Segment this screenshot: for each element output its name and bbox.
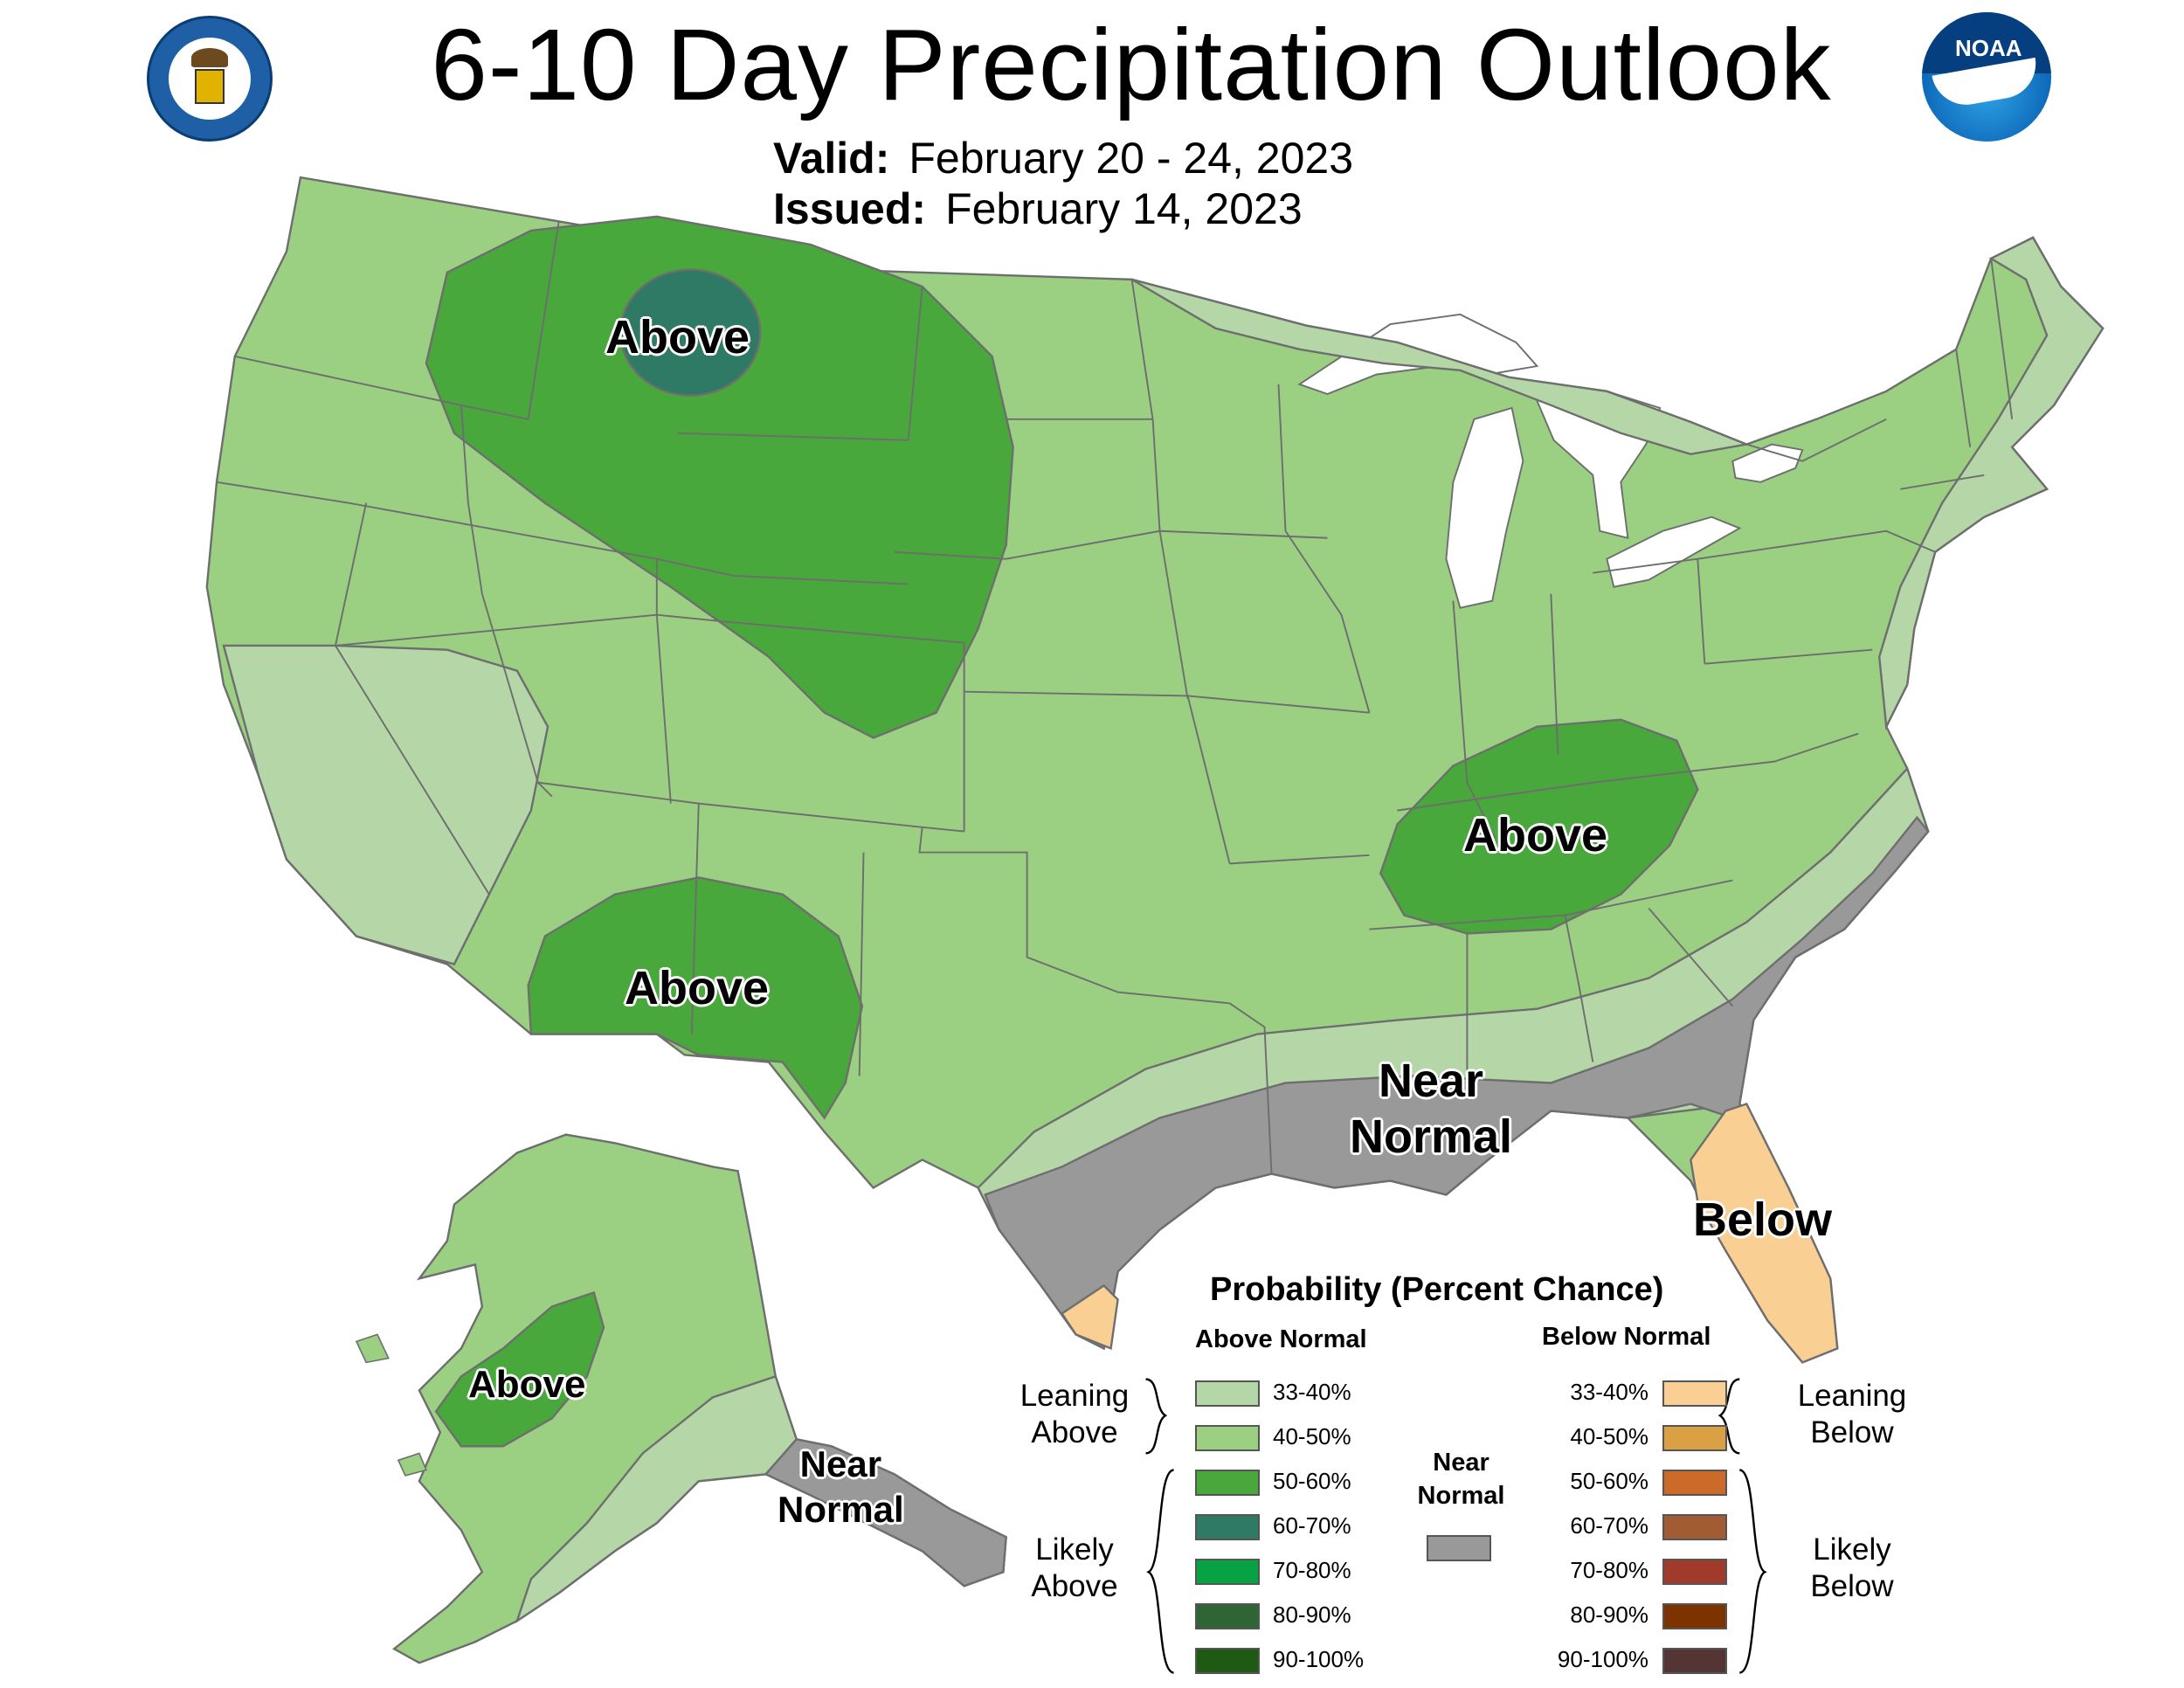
legend-above-swatch-6	[1195, 1603, 1260, 1629]
label-near-normal-gulf-2: Normal	[1350, 1109, 1512, 1165]
label-above-ohio-valley: Above	[1463, 808, 1607, 862]
legend-below-swatch-3	[1662, 1470, 1727, 1496]
legend-above-label-1: 33-40%	[1273, 1379, 1351, 1406]
legend-near-normal-2: Normal	[1398, 1479, 1524, 1512]
legend-below-swatch-7	[1662, 1648, 1727, 1674]
legend-below-swatch-1	[1662, 1380, 1727, 1407]
label-near-normal-alaska-2: Normal	[778, 1487, 904, 1532]
legend-above-label-4: 60-70%	[1273, 1512, 1351, 1539]
legend-likely-above-1: Likely	[1005, 1532, 1144, 1568]
label-near-normal-gulf: Near Normal	[1350, 1053, 1512, 1165]
legend-above-swatch-7	[1195, 1648, 1260, 1674]
legend-above-swatch-2	[1195, 1425, 1260, 1451]
legend-above-swatch-4	[1195, 1514, 1260, 1540]
legend-above-label-5: 70-80%	[1273, 1557, 1351, 1584]
legend-likely-below-1: Likely	[1782, 1532, 1922, 1568]
legend-near-normal-swatch	[1427, 1535, 1491, 1561]
legend-above-label-7: 90-100%	[1273, 1646, 1364, 1673]
label-above-alaska: Above	[468, 1363, 585, 1407]
legend-below-label-4: 60-70%	[1542, 1512, 1648, 1539]
legend-below-label-1: 33-40%	[1542, 1379, 1648, 1406]
legend-above-header: Above Normal	[1195, 1325, 1367, 1354]
legend-likely-below: Likely Below	[1782, 1532, 1922, 1605]
label-above-southwest: Above	[625, 961, 769, 1015]
issued-label: Issued:	[773, 184, 926, 233]
legend-below-label-3: 50-60%	[1542, 1468, 1648, 1495]
legend-title: Probability (Percent Chance)	[1210, 1271, 1663, 1309]
label-near-normal-gulf-1: Near	[1350, 1053, 1512, 1109]
issued-value: February 14, 2023	[945, 184, 1303, 233]
legend-below-label-5: 70-80%	[1542, 1557, 1648, 1584]
legend-near-normal: Near Normal	[1398, 1446, 1524, 1512]
legend-above-swatch-5	[1195, 1559, 1260, 1585]
legend-below-label-6: 80-90%	[1542, 1602, 1648, 1629]
noaa-logo-icon: NOAA	[1922, 12, 2051, 142]
page-title: 6-10 Day Precipitation Outlook	[332, 9, 1931, 121]
legend-below-swatch-2	[1662, 1425, 1727, 1451]
legend-leaning-above-1: Leaning	[1005, 1378, 1144, 1415]
legend-near-normal-1: Near	[1398, 1446, 1524, 1479]
legend-above-swatch-1	[1195, 1380, 1260, 1407]
legend-below-swatch-5	[1662, 1559, 1727, 1585]
doc-seal-icon	[147, 16, 273, 142]
legend-likely-above: Likely Above	[1005, 1532, 1144, 1605]
legend-leaning-below: Leaning Below	[1782, 1378, 1922, 1451]
legend-likely-above-2: Above	[1005, 1568, 1144, 1605]
legend-below-header: Below Normal	[1542, 1323, 1711, 1352]
label-above-northwest: Above	[605, 310, 750, 364]
valid-value: February 20 - 24, 2023	[909, 134, 1353, 183]
label-below-florida: Below	[1693, 1193, 1832, 1247]
label-near-normal-alaska: Near Normal	[778, 1442, 904, 1532]
legend-below-label-7: 90-100%	[1542, 1646, 1648, 1673]
legend-leaning-above-2: Above	[1005, 1415, 1144, 1451]
legend-below-label-2: 40-50%	[1542, 1423, 1648, 1450]
legend-above-swatch-3	[1195, 1470, 1260, 1496]
legend-above-label-2: 40-50%	[1273, 1423, 1351, 1450]
label-near-normal-alaska-1: Near	[778, 1442, 904, 1487]
legend-leaning-below-1: Leaning	[1782, 1378, 1922, 1415]
legend-leaning-below-2: Below	[1782, 1415, 1922, 1451]
alaska-island-2	[356, 1334, 389, 1362]
legend-above-label-6: 80-90%	[1273, 1602, 1351, 1629]
legend-leaning-above: Leaning Above	[1005, 1378, 1144, 1451]
legend-above-label-3: 50-60%	[1273, 1468, 1351, 1495]
legend-below-swatch-6	[1662, 1603, 1727, 1629]
valid-dates: Valid: February 20 - 24, 2023	[773, 133, 1353, 183]
legend-likely-below-2: Below	[1782, 1568, 1922, 1605]
legend-below-swatch-4	[1662, 1514, 1727, 1540]
issued-date: Issued: February 14, 2023	[773, 183, 1303, 234]
valid-label: Valid:	[773, 134, 889, 183]
